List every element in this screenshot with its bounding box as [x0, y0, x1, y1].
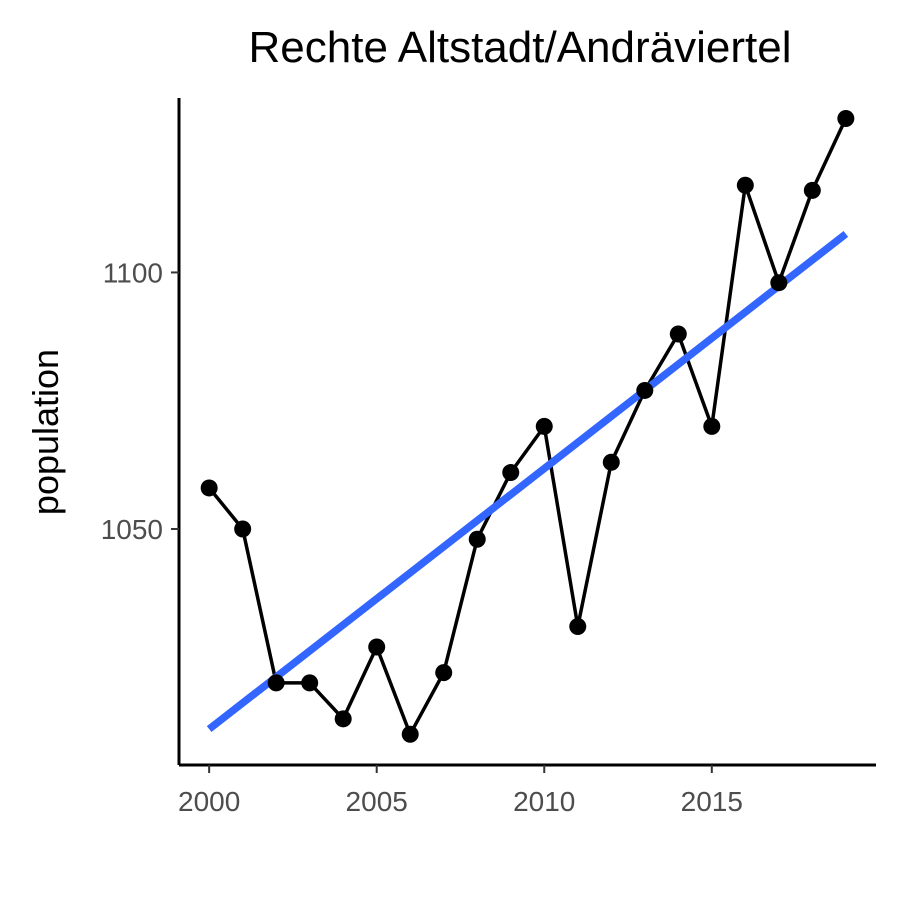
data-point: [636, 381, 654, 399]
data-point: [703, 417, 721, 435]
x-tick-label: 2000: [178, 786, 240, 817]
plot-area: 2000 2005 2010 2015 1050 1100: [101, 98, 876, 817]
y-axis-label: population: [25, 349, 66, 515]
x-tick-label: 2015: [681, 786, 743, 817]
data-point: [267, 674, 285, 692]
data-point: [401, 725, 419, 743]
data-point: [837, 110, 855, 128]
data-point: [569, 617, 587, 635]
trend-line: [206, 231, 849, 733]
data-point: [234, 520, 252, 538]
data-point: [535, 417, 553, 435]
data-point: [435, 664, 453, 682]
data-point: [301, 674, 319, 692]
data-point: [368, 638, 386, 656]
data-point: [803, 181, 821, 199]
data-point: [334, 710, 352, 728]
data-point: [736, 176, 754, 194]
data-point: [468, 530, 486, 548]
chart-title: Rechte Altstadt/Andräviertel: [249, 23, 792, 72]
y-tick-label: 1100: [103, 257, 163, 288]
y-tick-label: 1050: [101, 514, 163, 545]
data-point: [602, 453, 620, 471]
series-line: [207, 117, 848, 736]
data-point: [669, 325, 687, 343]
data-point: [200, 479, 218, 497]
data-point: [770, 274, 788, 292]
x-tick-label: 2010: [513, 786, 575, 817]
data-point: [502, 464, 520, 482]
x-tick-label: 2005: [346, 786, 408, 817]
